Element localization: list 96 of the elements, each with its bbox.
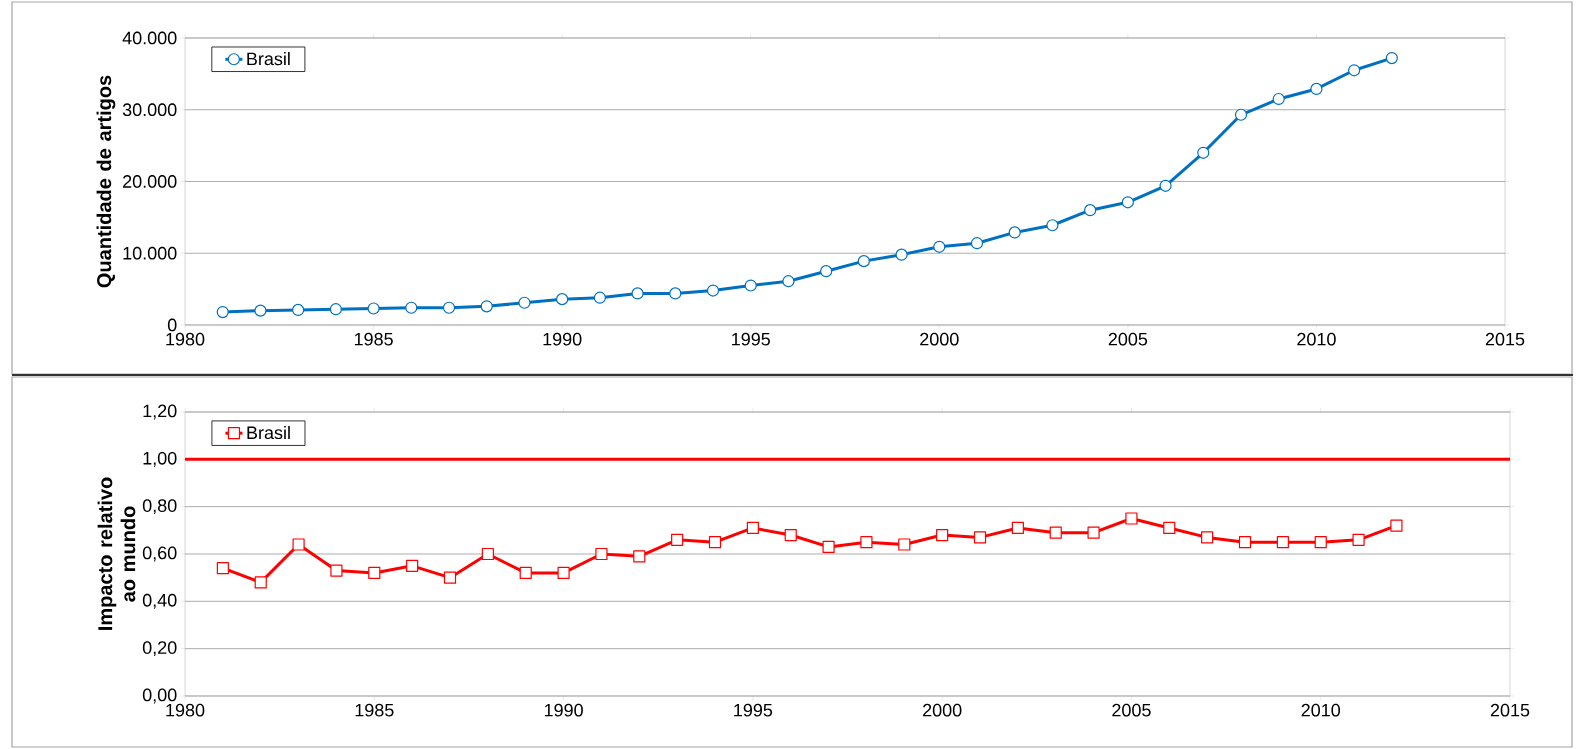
point xyxy=(329,303,342,316)
point xyxy=(1352,533,1365,546)
point xyxy=(1159,179,1172,192)
point xyxy=(1310,82,1323,96)
point xyxy=(1272,92,1285,106)
y-tick-label: 20.000 xyxy=(123,175,177,188)
legend-label: Brasil xyxy=(247,425,290,440)
y-tick-label: 0,60 xyxy=(142,546,177,562)
point xyxy=(1234,108,1248,121)
point xyxy=(292,538,305,551)
point xyxy=(895,248,908,261)
x-tick-label: 2000 xyxy=(920,332,959,346)
point xyxy=(633,550,646,563)
point xyxy=(443,571,457,584)
point xyxy=(860,536,873,549)
y-tick-label: 0,40 xyxy=(142,593,177,609)
point xyxy=(292,303,305,317)
point xyxy=(1390,519,1403,532)
point xyxy=(782,275,795,288)
x-tick-label: 1980 xyxy=(166,332,205,346)
y-tick-label: 0,20 xyxy=(142,641,177,657)
x-tick-label: 1985 xyxy=(355,703,394,717)
point xyxy=(1314,536,1327,549)
point xyxy=(1011,521,1024,535)
point xyxy=(1121,196,1134,209)
y-tick-label: 1,00 xyxy=(143,451,177,467)
point xyxy=(744,279,757,292)
point xyxy=(933,240,946,253)
x-tick-label: 1990 xyxy=(544,703,583,717)
y-tick-label: 0,00 xyxy=(142,688,177,704)
point xyxy=(1046,219,1059,232)
x-tick-label: 1985 xyxy=(354,332,393,346)
legend-label: Brasil xyxy=(247,51,290,66)
point xyxy=(367,302,380,315)
point xyxy=(405,301,418,314)
point xyxy=(671,533,684,546)
x-tick-label: 2010 xyxy=(1301,703,1341,717)
point xyxy=(1008,226,1021,239)
point xyxy=(631,287,644,300)
y-axis-title: Quantidade de artigos xyxy=(96,75,116,288)
x-tick-label: 1980 xyxy=(166,703,205,717)
x-tick-label: 2015 xyxy=(1490,703,1530,717)
point xyxy=(669,287,682,300)
point xyxy=(216,305,229,319)
point xyxy=(518,296,531,309)
point xyxy=(1201,531,1214,544)
point xyxy=(254,576,267,589)
point xyxy=(216,562,229,575)
point xyxy=(822,540,835,553)
point xyxy=(406,559,419,572)
point xyxy=(1238,536,1252,549)
point xyxy=(708,536,722,549)
y-tick-label: 10.000 xyxy=(123,246,177,260)
point xyxy=(1348,64,1361,77)
y-tick-label: 1,20 xyxy=(143,404,177,420)
point xyxy=(898,538,911,551)
y-tick-label: 30.000 xyxy=(122,103,177,117)
point xyxy=(368,566,381,580)
x-tick-label: 2015 xyxy=(1485,332,1525,346)
x-tick-label: 1995 xyxy=(732,332,770,346)
point xyxy=(970,237,984,250)
point xyxy=(1163,521,1176,535)
point xyxy=(254,304,267,317)
point xyxy=(595,547,608,561)
point xyxy=(557,566,570,580)
point xyxy=(1197,146,1210,159)
point xyxy=(936,528,949,542)
point xyxy=(480,300,493,313)
point xyxy=(442,301,456,314)
y-tick-label: 40.000 xyxy=(122,31,177,45)
x-tick-label: 1990 xyxy=(543,332,582,346)
point xyxy=(556,293,569,306)
point xyxy=(1087,526,1100,539)
point xyxy=(1125,512,1138,525)
x-tick-label: 2005 xyxy=(1112,703,1151,717)
point xyxy=(481,547,494,561)
point xyxy=(1049,526,1062,539)
y-axis-title: Impacto relativo ao mundo xyxy=(97,477,136,630)
x-tick-label: 2010 xyxy=(1297,332,1336,346)
point xyxy=(784,528,797,542)
x-tick-label: 2000 xyxy=(923,703,962,717)
y-tick-label: 0,80 xyxy=(142,499,177,515)
point xyxy=(857,255,870,268)
point xyxy=(330,564,343,577)
point xyxy=(519,566,532,580)
point xyxy=(973,531,987,544)
point xyxy=(1084,204,1097,217)
y-tick-label: 0 xyxy=(167,318,177,332)
point xyxy=(706,284,720,297)
point xyxy=(746,521,759,535)
x-tick-label: 2005 xyxy=(1108,332,1148,346)
point xyxy=(593,291,606,304)
point xyxy=(820,265,833,278)
x-tick-label: 1995 xyxy=(734,703,773,717)
point xyxy=(1276,536,1289,549)
point xyxy=(1385,51,1398,65)
